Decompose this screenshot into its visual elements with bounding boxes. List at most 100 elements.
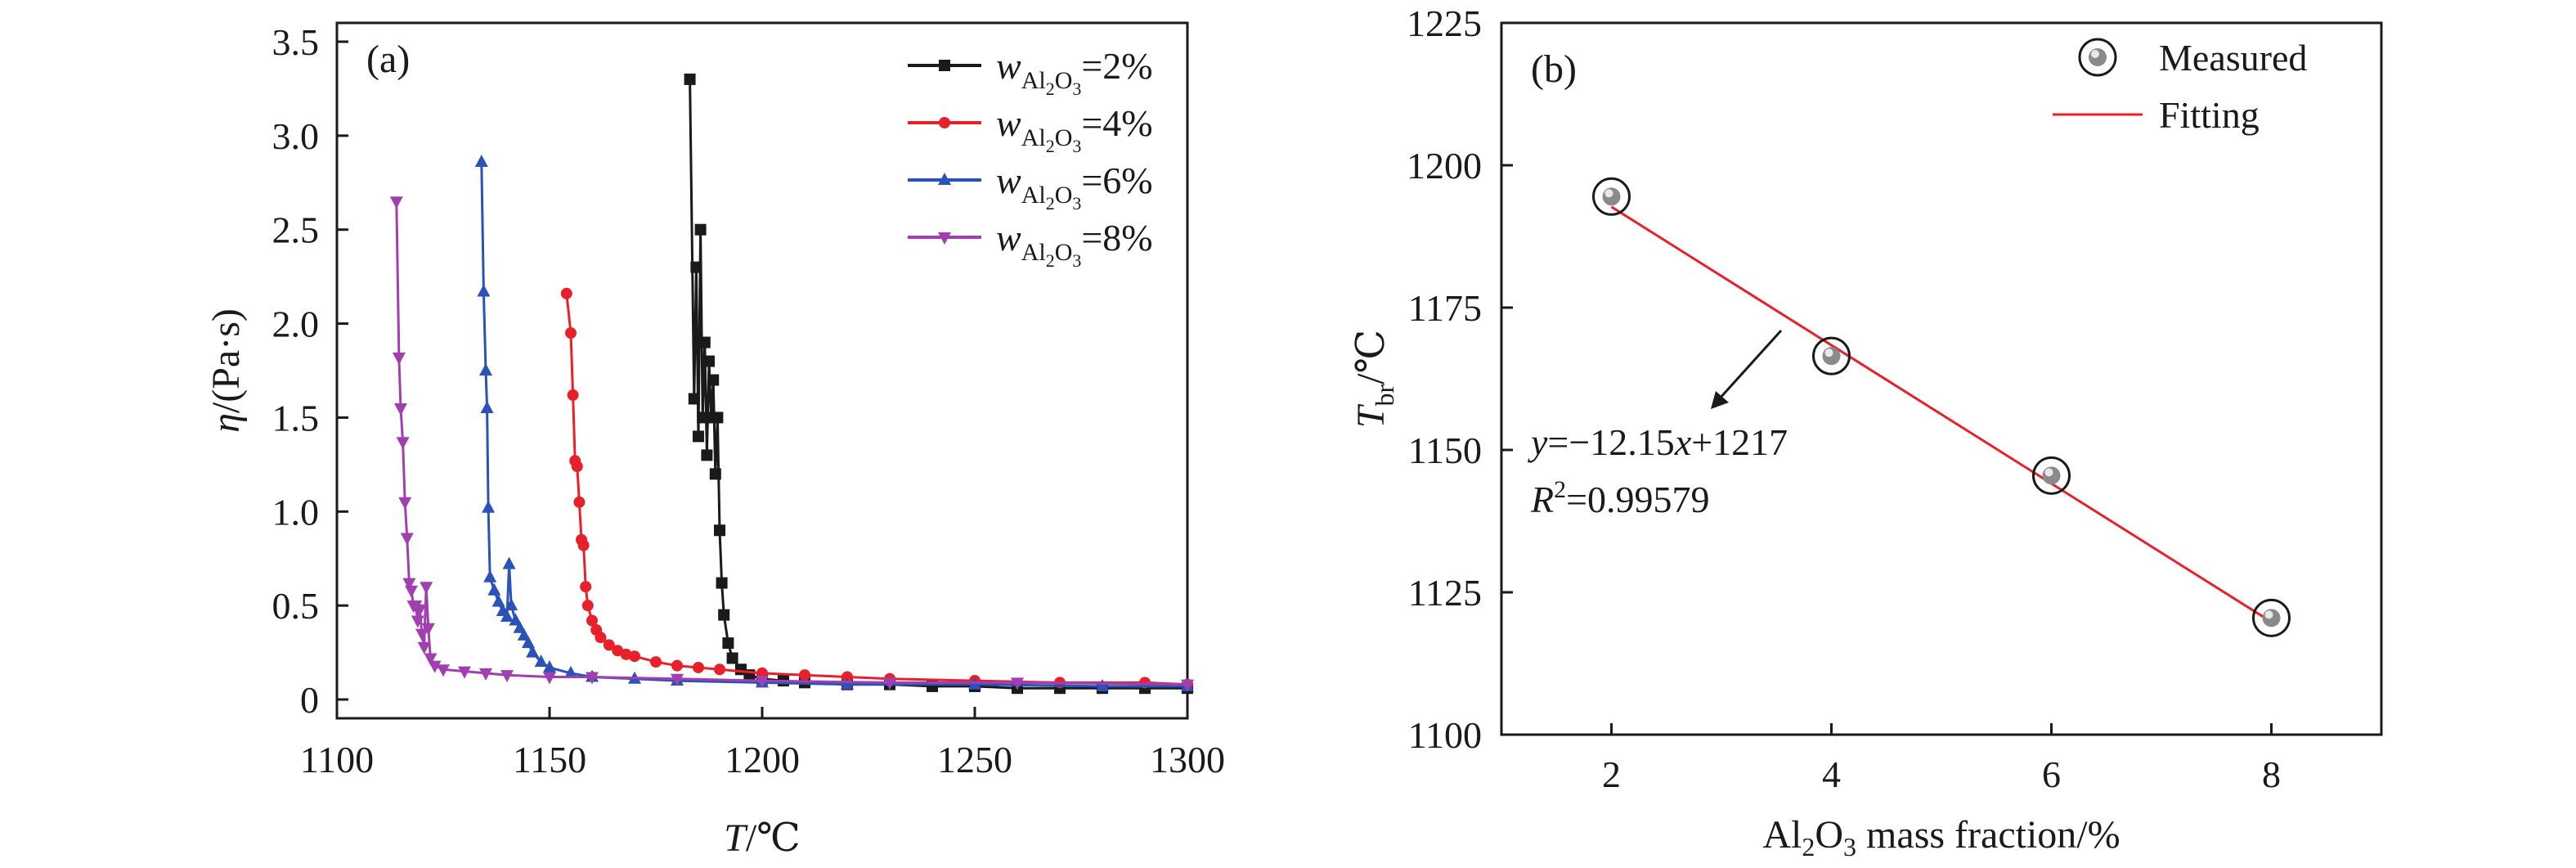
panel-b-y-axis-title: Tbr/℃: [1349, 330, 1399, 428]
panel-b-legend: Measured Fitting: [2053, 37, 2307, 136]
annotation-arrow-shaft: [1717, 329, 1783, 401]
legend-marker-shape: [939, 60, 950, 71]
data-point: [421, 623, 435, 636]
data-point: [577, 539, 590, 551]
series-line-wAl2O3=4%: [565, 293, 1188, 686]
data-point: [491, 594, 505, 607]
y-tick-label: 1175: [1408, 287, 1482, 329]
data-point: [420, 582, 433, 595]
measured-point: [2032, 456, 2071, 495]
y-tick-label: 1100: [1408, 714, 1482, 756]
data-point: [726, 652, 738, 664]
data-point: [402, 578, 416, 591]
data-point: [522, 636, 535, 649]
legend-item-w4: wAl2O3=4%: [908, 102, 1153, 156]
data-point: [581, 600, 594, 612]
x-tick-label: 6: [2042, 753, 2061, 795]
panel-a-x-axis-title: T/℃: [724, 816, 801, 860]
data-point: [479, 668, 492, 681]
marker-ring: [2252, 598, 2291, 637]
marker-highlight: [1604, 189, 1613, 198]
x-tick-label: 2: [1602, 753, 1621, 795]
data-point: [799, 669, 810, 681]
y-tick-label: 3.5: [272, 21, 320, 63]
data-point: [841, 677, 854, 690]
fit-annotation: y=−12.15x+1217 R2=0.99579: [1528, 329, 1788, 520]
fit-r-squared: R2=0.99579: [1530, 476, 1710, 520]
marker-ring: [2078, 38, 2117, 77]
data-point: [567, 389, 579, 401]
panel-a-y-ticks: 0 0.5 1.0 1.5 2.0 2.5 3.0 3.5: [272, 21, 348, 721]
data-point: [714, 524, 725, 537]
data-point: [424, 653, 438, 666]
panel-a-series-group: [389, 73, 1194, 695]
series-line-wAl2O3=2%: [689, 79, 1187, 690]
data-point: [693, 430, 704, 443]
y-tick-label: 0.5: [272, 585, 320, 627]
data-point: [883, 677, 896, 690]
legend-marker-w8: [938, 232, 951, 245]
fit-equation: y=−12.15x+1217: [1528, 421, 1788, 463]
x-tick-label: 8: [2262, 753, 2281, 795]
data-point: [701, 449, 713, 461]
series-wAl2O3=6%: [474, 155, 1194, 691]
data-point: [714, 663, 725, 676]
data-point: [756, 676, 769, 689]
panel-a-viscosity-chart: 1100 1150 1200 1250 1300 0 0.5 1.0 1.5 2.0 2.5 3.0…: [204, 21, 1225, 860]
x-tick-label: 1300: [1150, 739, 1225, 780]
series-line-wAl2O3=8%: [395, 201, 1188, 686]
data-point: [396, 437, 410, 450]
panel-b-fit-group: [1610, 205, 2273, 623]
data-point: [482, 500, 496, 513]
panel-a-x-ticks: 1100 1150 1200 1250 1300: [300, 707, 1225, 780]
data-point: [483, 569, 497, 582]
legend-label-w2: wAl2O3=2%: [996, 45, 1153, 99]
data-point: [1011, 677, 1024, 690]
data-point: [703, 355, 715, 367]
data-point: [400, 533, 414, 546]
legend-item-measured: Measured: [2078, 37, 2307, 79]
legend-marker-shape: [2078, 38, 2117, 77]
measured-point: [1592, 177, 1631, 216]
x-tick-label: 1100: [300, 739, 374, 780]
y-tick-label: 1.5: [272, 397, 320, 438]
legend-item-w6: wAl2O3=6%: [908, 160, 1153, 214]
data-point: [565, 327, 577, 340]
data-point: [500, 670, 514, 683]
legend-label-w8: wAl2O3=8%: [996, 217, 1153, 271]
legend-label-w4: wAl2O3=4%: [996, 102, 1153, 156]
y-tick-label: 1125: [1408, 572, 1482, 614]
data-point: [389, 196, 403, 209]
data-point: [480, 400, 494, 413]
legend-marker-w2: [939, 60, 950, 71]
data-point: [718, 609, 730, 621]
panel-a-legend: wAl2O3=2% wAl2O3=4% wAl2O3=6% wAl2O3=8%: [908, 45, 1153, 271]
y-tick-label: 1225: [1407, 2, 1482, 44]
data-point: [711, 412, 724, 424]
panel-b-plot-frame: [1500, 21, 2383, 736]
panel-b-measured-group: [1592, 177, 2291, 637]
data-point: [560, 287, 572, 299]
data-point: [684, 73, 696, 85]
data-point: [398, 497, 412, 510]
data-point: [841, 671, 853, 683]
data-point: [603, 639, 615, 651]
legend-marker-measured: [2078, 38, 2117, 77]
y-tick-label: 1200: [1407, 145, 1482, 187]
data-point: [487, 582, 501, 596]
data-point: [437, 664, 450, 677]
marker-highlight: [2264, 610, 2273, 619]
x-tick-label: 1250: [937, 739, 1012, 780]
data-point: [671, 673, 684, 686]
legend-marker-w4: [939, 117, 950, 128]
fit-line: [1610, 205, 2273, 623]
series-wAl2O3=8%: [389, 196, 1194, 692]
data-point: [595, 632, 607, 644]
data-point: [543, 672, 556, 685]
legend-label-fitting: Fitting: [2159, 94, 2260, 136]
legend-marker-w6: [938, 173, 951, 185]
measured-point: [1812, 336, 1851, 376]
data-point: [586, 672, 599, 685]
data-point: [415, 628, 429, 641]
marker-highlight: [2091, 50, 2099, 58]
